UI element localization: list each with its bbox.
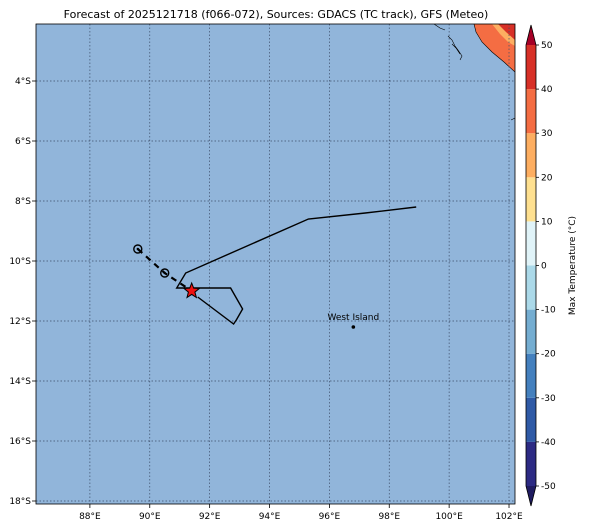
forecast-point-ring: [133, 244, 143, 254]
colorbar-extend-min: [526, 486, 536, 506]
cyclone-track: West Island: [133, 206, 417, 329]
lon-tick-label: 96°E: [319, 512, 341, 522]
place-marker: [351, 325, 356, 329]
colorbar-band: [526, 309, 536, 354]
current-position-star-icon: [182, 281, 201, 299]
track-outline: [175, 206, 417, 326]
colorbar-extend-max: [526, 25, 536, 45]
temperature-band-30-40: [474, 24, 515, 72]
colorbar-label: Max Temperature (°C): [568, 216, 578, 315]
colorbar-tick-label: 20: [541, 173, 553, 183]
colorbar-band: [526, 177, 536, 222]
lat-tick-label: 14°S: [9, 377, 31, 387]
map-panel[interactable]: West Island 88°E 90°E 92°E 94°E 96°E 98°E 100°…: [9, 23, 523, 522]
lon-tick-label: 102°E: [495, 512, 523, 522]
lat-tick-label: 8°S: [15, 197, 31, 207]
lon-tick-label: 98°E: [378, 512, 400, 522]
map-frame: [35, 23, 516, 505]
colorbar-band: [526, 45, 536, 90]
lat-tick-label: 18°S: [9, 497, 31, 507]
forecast-point-ring: [160, 268, 170, 278]
lat-tick-label: 4°S: [15, 77, 31, 87]
figure-title: Forecast of 2025121718 (f066-072), Sourc…: [64, 8, 489, 21]
colorbar-tick-label: -40: [541, 438, 556, 448]
lon-tick-label: 94°E: [259, 512, 281, 522]
place-label: West Island: [327, 313, 379, 323]
lon-tick-label: 92°E: [199, 512, 221, 522]
lat-tick-label: 6°S: [15, 137, 31, 147]
lon-tick-label: 90°E: [139, 512, 161, 522]
colorbar-band: [526, 265, 536, 310]
lat-tick-label: 12°S: [9, 317, 31, 327]
colorbar-tick-label: 0: [541, 262, 547, 272]
gridlines: [36, 24, 515, 504]
forecast-point-dot: [136, 247, 139, 251]
colorbar-band: [526, 133, 536, 178]
coastline-islands: [433, 24, 515, 121]
colorbar-tick-label: -50: [541, 482, 556, 492]
colorbar-tick-label: 50: [541, 41, 553, 51]
lon-tick-label: 88°E: [79, 512, 101, 522]
colorbar-band: [526, 89, 536, 134]
forecast-point-dot: [163, 271, 166, 275]
colorbar-tick-label: 40: [541, 85, 553, 95]
coastlines: [433, 24, 515, 121]
colorbar-tick-label: 10: [541, 217, 553, 227]
colorbar-band: [526, 353, 536, 398]
temperature-contour-patch: [474, 24, 515, 72]
colorbar: -50 -40 -30 -20 -10 0 10 20 30 40 50 Max Temperatur…: [525, 24, 578, 507]
ocean-background: [36, 24, 515, 504]
longitude-axis: 88°E 90°E 92°E 94°E 96°E 98°E 100°E 102°E: [79, 504, 523, 522]
colorbar-tick-label: -30: [541, 394, 556, 404]
colorbar-band: [526, 221, 536, 266]
colorbar-tick-label: 30: [541, 129, 553, 139]
colorbar-band: [526, 441, 536, 486]
colorbar-band: [526, 397, 536, 442]
latitude-axis: 4°S 6°S 8°S 10°S 12°S 14°S 16°S 18°S: [9, 77, 36, 507]
lat-tick-label: 16°S: [9, 437, 31, 447]
lat-tick-label: 10°S: [9, 257, 31, 267]
lon-tick-label: 100°E: [435, 512, 463, 522]
colorbar-tick-label: -10: [541, 306, 556, 316]
temperature-band-40-50: [498, 24, 515, 40]
colorbar-tick-label: -20: [541, 350, 556, 360]
